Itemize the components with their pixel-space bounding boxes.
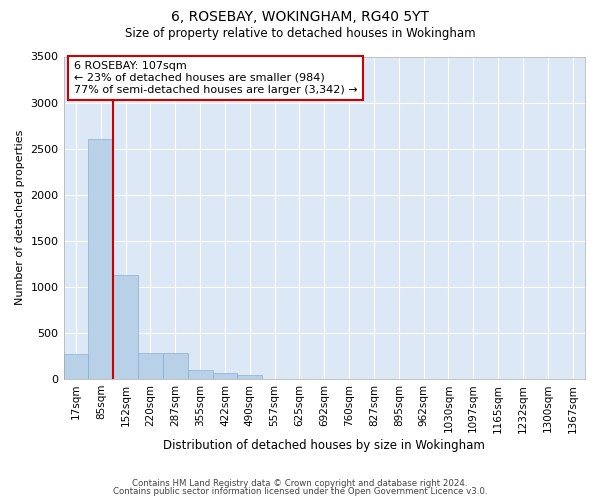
Text: Contains HM Land Registry data © Crown copyright and database right 2024.: Contains HM Land Registry data © Crown c… (132, 478, 468, 488)
Bar (138, 352, 163, 379)
Text: Contains public sector information licensed under the Open Government Licence v3: Contains public sector information licen… (113, 487, 487, 496)
Y-axis label: Number of detached properties: Number of detached properties (15, 130, 25, 306)
Bar (238, 376, 262, 379)
X-axis label: Distribution of detached houses by size in Wokingham: Distribution of detached houses by size … (163, 440, 485, 452)
Bar (64, 354, 88, 379)
Bar (212, 374, 238, 379)
Bar (88, 140, 113, 379)
Text: 6, ROSEBAY, WOKINGHAM, RG40 5YT: 6, ROSEBAY, WOKINGHAM, RG40 5YT (171, 10, 429, 24)
Bar (163, 352, 188, 379)
Bar (188, 370, 212, 379)
Text: Size of property relative to detached houses in Wokingham: Size of property relative to detached ho… (125, 28, 475, 40)
Text: 6 ROSEBAY: 107sqm
← 23% of detached houses are smaller (984)
77% of semi-detache: 6 ROSEBAY: 107sqm ← 23% of detached hous… (74, 62, 358, 94)
Bar (113, 275, 138, 379)
